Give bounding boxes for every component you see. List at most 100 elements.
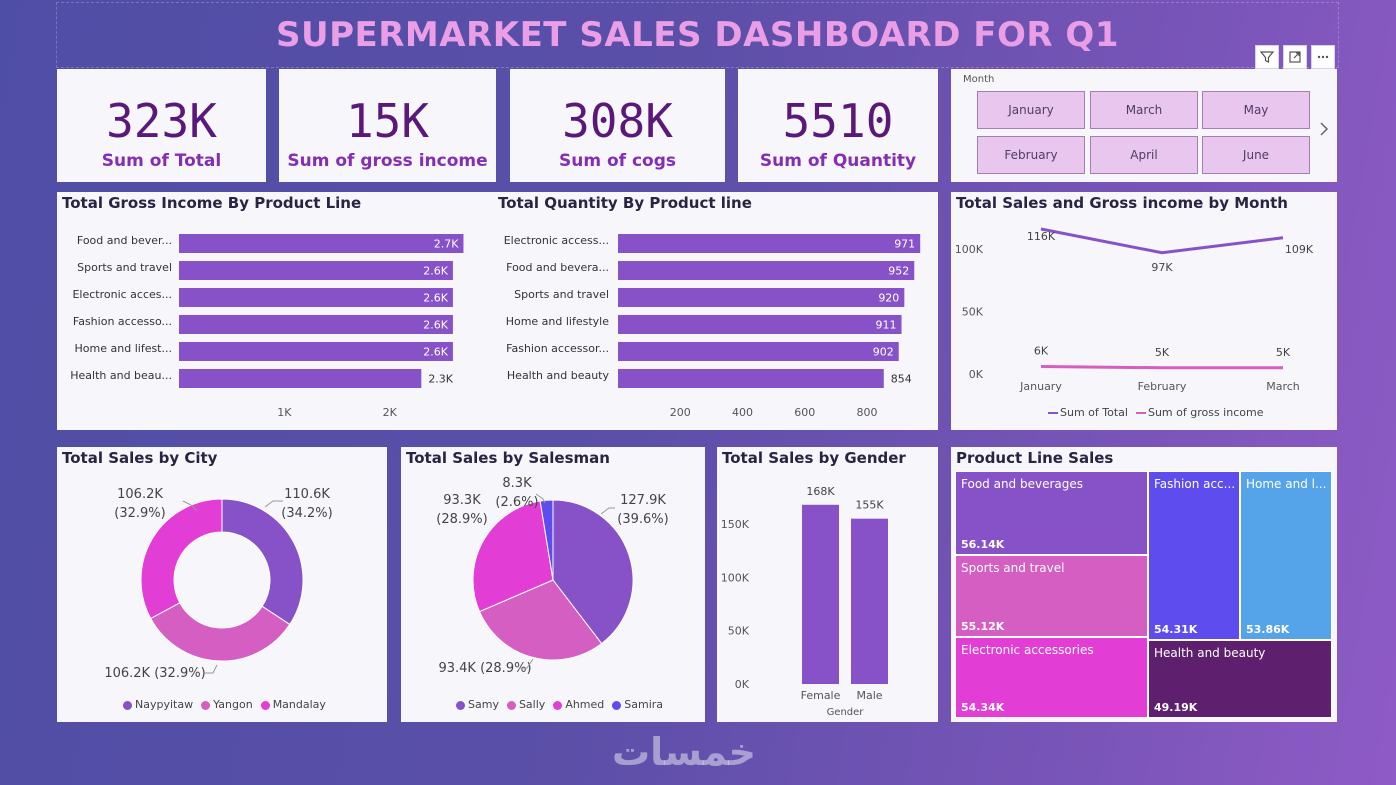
treemap-cell-fashion[interactable]: Fashion acc... 54.31K (1148, 471, 1240, 640)
bar-data-label: 952 (888, 265, 909, 278)
bar (802, 504, 839, 684)
filter-icon[interactable] (1255, 45, 1279, 69)
treemap-value: 55.12K (961, 620, 1005, 633)
leader-line (535, 493, 546, 504)
data-label: (2.6%) (495, 495, 538, 510)
treemap-panel: Product Line Sales Food and beverages 56… (951, 447, 1337, 722)
treemap-cell-health[interactable]: Health and beauty 49.19K (1148, 640, 1332, 718)
slicer-option-june[interactable]: June (1202, 136, 1310, 174)
leader-line (182, 500, 198, 512)
legend-item: Mandalay (260, 698, 326, 711)
slicer-option-march[interactable]: March (1090, 91, 1198, 129)
slicer-option-april[interactable]: April (1090, 136, 1198, 174)
bar-category-label: Electronic access... (504, 234, 609, 247)
y-tick-label: 50K (728, 625, 750, 638)
chevron-right-icon[interactable] (1319, 121, 1329, 141)
focus-mode-icon[interactable] (1283, 45, 1307, 69)
salesman-pie-chart: 127.9K (39.6%) 93.3K (28.9%) 8.3K (2.6%) 93.4K… (436, 476, 668, 676)
watermark-logo: خمسات (612, 730, 756, 774)
kpi-value: 308K (562, 94, 673, 148)
legend-item: Sally (506, 698, 545, 711)
data-label: 97K (1151, 261, 1173, 274)
data-label: 5K (1155, 346, 1170, 359)
treemap-value: 54.34K (961, 701, 1005, 714)
monthly-line-chart: 0K 50K 100K January February March 116K 97K 109K… (955, 227, 1314, 393)
more-options-icon[interactable] (1311, 45, 1335, 69)
treemap-value: 54.31K (1154, 623, 1198, 636)
salesman-legend: Samy Sally Ahmed Samira (456, 698, 663, 711)
y-tick-label: 0K (969, 368, 984, 381)
bar (618, 315, 902, 334)
dashboard-title: SUPERMARKET SALES DASHBOARD FOR Q1 (275, 15, 1119, 55)
treemap-label: Electronic accessories (961, 643, 1094, 657)
legend-item: Sum of gross income (1135, 406, 1263, 419)
kpi-label: Sum of Quantity (759, 151, 917, 171)
treemap-label: Fashion acc... (1154, 477, 1236, 491)
treemap-cell-food[interactable]: Food and beverages 56.14K (955, 471, 1148, 555)
bar (179, 234, 464, 253)
bar-data-label: 902 (873, 346, 894, 359)
data-label: (39.6%) (617, 512, 668, 527)
donut-slice (221, 498, 304, 626)
treemap-cell-home[interactable]: Home and l... 53.86K (1240, 471, 1332, 640)
kpi-label: Sum of Total (101, 151, 222, 171)
treemap-cell-electronic[interactable]: Electronic accessories 54.34K (955, 637, 1148, 718)
bar (179, 261, 453, 280)
leader-line (205, 664, 218, 674)
slicer-option-february[interactable]: February (977, 136, 1085, 174)
slicer-option-january[interactable]: January (977, 91, 1085, 129)
bar (179, 369, 422, 388)
kpi-label: Sum of gross income (287, 151, 488, 171)
bar-data-label: 2.6K (423, 265, 448, 278)
x-tick-label: Male (856, 689, 882, 702)
title-bar: SUPERMARKET SALES DASHBOARD FOR Q1 (56, 2, 1339, 68)
data-label: 127.9K (620, 493, 666, 508)
x-tick-label: January (1019, 380, 1062, 393)
bar-category-label: Sports and travel (77, 261, 172, 274)
x-tick-label: 200 (670, 406, 691, 419)
chart-title-gross-income: Total Gross Income By Product Line (62, 194, 362, 212)
city-donut-panel: Total Sales by City 110.6K (34.2%) 106.2K (… (57, 447, 387, 722)
treemap-value: 49.19K (1154, 701, 1198, 714)
city-donut-chart: 110.6K (34.2%) 106.2K (32.9%) 106.2K (32.9%) (104, 487, 332, 681)
slicer-option-may[interactable]: May (1202, 91, 1310, 129)
x-tick-label: February (1138, 380, 1187, 393)
bar-category-label: Fashion accesso... (73, 315, 172, 328)
donut-slice (140, 498, 223, 620)
x-tick-label: 800 (856, 406, 877, 419)
treemap-label: Food and beverages (961, 477, 1084, 491)
y-tick-label: 100K (955, 243, 984, 256)
data-label: 93.4K (28.9%) (438, 661, 531, 676)
pie-slice (478, 579, 603, 661)
data-label: 110.6K (284, 487, 330, 502)
bar (851, 518, 888, 684)
bar (618, 234, 921, 253)
kpi-card-gross-income: 15K Sum of gross income (279, 69, 496, 182)
bar-category-label: Food and bevera... (506, 261, 609, 274)
bar-category-label: Electronic acces... (72, 288, 172, 301)
product-bars-panel: Total Gross Income By Product Line Total… (57, 192, 938, 430)
bar-data-label: 971 (894, 238, 915, 251)
bar-data-label: 2.6K (423, 319, 448, 332)
kpi-card-total: 323K Sum of Total (57, 69, 266, 182)
data-label: 106.2K (117, 487, 163, 502)
bar (618, 342, 899, 361)
gender-bar-chart: 0K 50K 100K 150K 168K Female 155K Male Gender (721, 485, 888, 718)
bar-data-label: 2.7K (434, 238, 459, 251)
x-tick-label: 2K (383, 406, 398, 419)
kpi-card-quantity: 5510 Sum of Quantity (738, 69, 938, 182)
treemap-label: Health and beauty (1154, 646, 1266, 660)
treemap-label: Home and l... (1246, 477, 1327, 491)
bar-category-label: Fashion accessor... (506, 342, 609, 355)
chart-title-treemap: Product Line Sales (956, 449, 1114, 467)
x-tick-label: 600 (794, 406, 815, 419)
data-label: (34.2%) (281, 506, 332, 521)
bar-category-label: Home and lifestyle (506, 315, 610, 328)
pie-slice (552, 499, 634, 645)
treemap-cell-sports[interactable]: Sports and travel 55.12K (955, 555, 1148, 637)
bar-category-label: Home and lifest... (75, 342, 172, 355)
salesman-pie-panel: Total Sales by Salesman 127.9K (39.6%) 93.… (401, 447, 705, 722)
legend-item: Samira (612, 698, 663, 711)
kpi-label: Sum of cogs (558, 151, 677, 171)
bar (179, 315, 453, 334)
